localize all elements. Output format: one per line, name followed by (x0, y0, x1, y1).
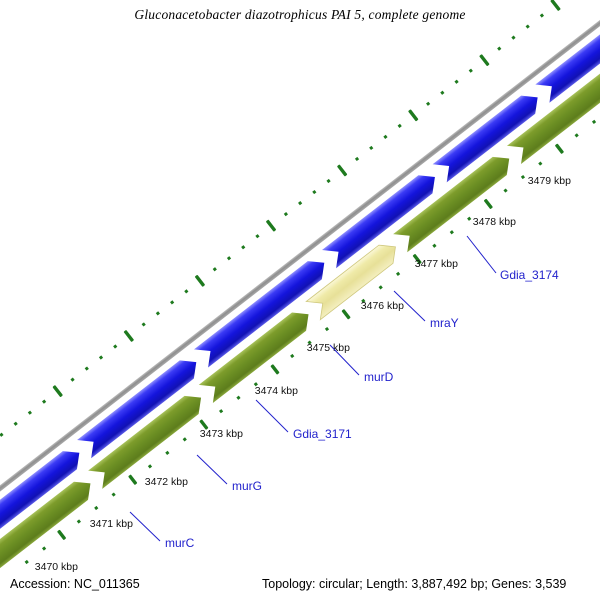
kbp-tick-label: 3474 kbp (255, 385, 298, 397)
kbp-tick-label: 3479 kbp (528, 175, 571, 187)
status-bar: Accession: NC_011365 Topology: circular;… (0, 573, 600, 600)
kbp-tick-label: 3472 kbp (145, 476, 188, 488)
forward-strand-track[interactable] (0, 8, 600, 556)
genome-details-status: Topology: circular; Length: 3,887,492 bp… (262, 577, 567, 591)
reverse-strand-track[interactable] (0, 33, 600, 580)
gene-label-gdia-3171[interactable]: Gdia_3171 (293, 427, 352, 441)
gene-label-murG[interactable]: murG (232, 479, 262, 493)
gene-leader-line (255, 399, 289, 433)
gene-label-murD[interactable]: murD (364, 370, 394, 384)
kbp-tick-label: 3477 kbp (415, 258, 458, 270)
gene-arrow-reverse[interactable] (506, 58, 600, 164)
gene-arrow-reverse[interactable] (0, 474, 97, 580)
gene-arrow-forward[interactable] (432, 88, 545, 183)
kbp-tick-label: 3478 kbp (473, 216, 516, 228)
gene-leader-line (196, 454, 228, 485)
gene-arrow-forward[interactable] (0, 444, 86, 556)
kbp-tick-label: 3470 kbp (35, 561, 78, 573)
genome-backbone-line (0, 0, 600, 532)
gene-arrow-forward[interactable] (193, 254, 331, 368)
gene-arrow-forward[interactable] (535, 8, 600, 103)
gene-leader-line (466, 235, 497, 274)
kbp-tick-label: 3471 kbp (90, 518, 133, 530)
gene-arrow-forward[interactable] (321, 168, 442, 269)
accession-status: Accession: NC_011365 (10, 577, 140, 591)
gene-label-murC[interactable]: murC (165, 536, 195, 550)
kbp-tick-label: 3473 kbp (200, 428, 243, 440)
gene-leader-line (329, 344, 360, 376)
gene-arrow-forward[interactable] (77, 353, 203, 459)
kbp-tick-label: 3475 kbp (307, 342, 350, 354)
gene-arrow-reverse[interactable] (198, 305, 316, 404)
gene-label-gdia-3174[interactable]: Gdia_3174 (500, 268, 559, 282)
gene-arrow-reverse[interactable] (393, 149, 516, 253)
ruler-labels: 3470 kbp 3471 kbp 3472 kbp 3473 kbp 3474… (35, 175, 571, 573)
kbp-tick-label: 3476 kbp (361, 300, 404, 312)
gene-arrow-reverse-selected[interactable] (305, 238, 402, 321)
coordinate-tick-track (0, 0, 561, 437)
gene-leader-line (393, 290, 426, 322)
gene-arrow-reverse[interactable] (88, 389, 208, 489)
gene-label-mraY[interactable]: mraY (430, 316, 459, 330)
coordinate-tick-track-lower (7, 119, 597, 578)
gene-labels[interactable]: murC murG Gdia_3171 murD mraY Gdia_3174 (129, 235, 559, 550)
gene-leader-line (129, 511, 161, 542)
page-title: Gluconacetobacter diazotrophicus PAI 5, … (134, 7, 466, 22)
